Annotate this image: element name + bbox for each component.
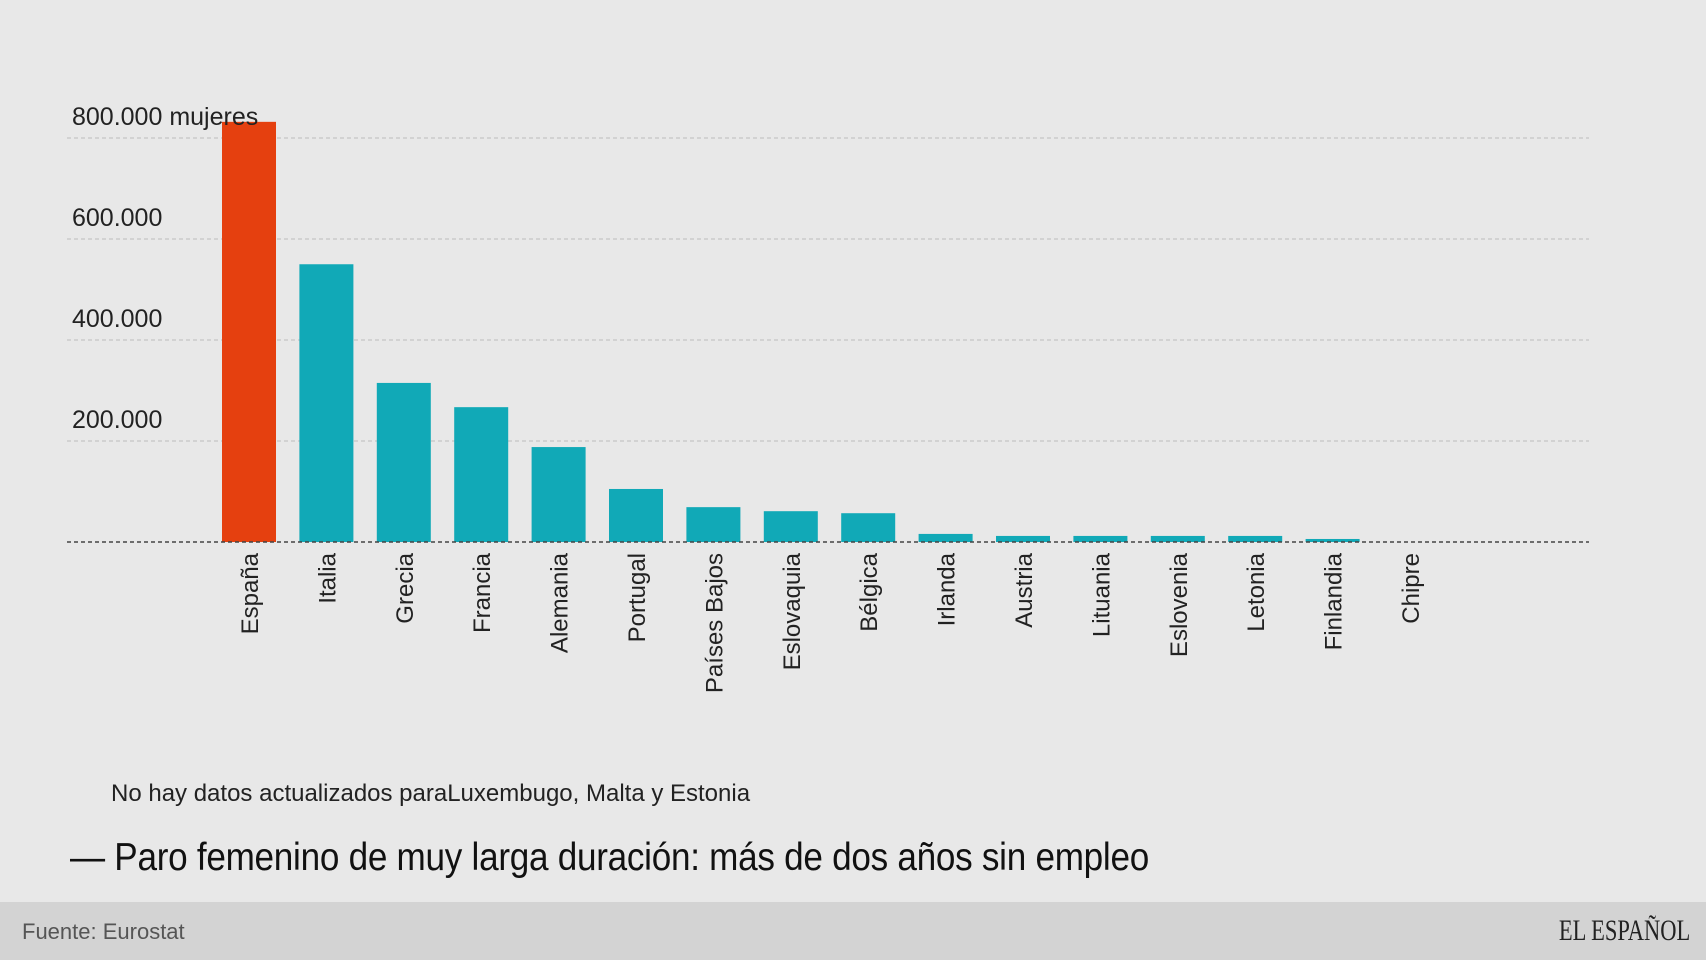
x-tick-label: España xyxy=(237,552,264,634)
y-tick-label: 400.000 xyxy=(72,305,162,333)
bar-irlanda xyxy=(918,533,973,542)
x-tick-label: Irlanda xyxy=(934,552,961,626)
bar-alemania xyxy=(531,447,586,542)
x-tick-label: Chipre xyxy=(1398,553,1425,624)
x-tick-label: Alemania xyxy=(547,552,574,653)
el-espanol-logo[interactable]: EL ESPAÑOL xyxy=(1558,914,1690,947)
x-tick-label: Finlandia xyxy=(1321,552,1348,650)
x-tick-label: Bélgica xyxy=(856,552,883,631)
y-tick-label: 600.000 xyxy=(72,204,162,232)
chart-title: — Paro femenino de muy larga duración: m… xyxy=(70,836,1149,879)
bar-finlandia xyxy=(1305,538,1360,542)
source-label: Fuente: Eurostat xyxy=(22,919,185,944)
bar-países-bajos xyxy=(686,507,741,542)
bar-italia xyxy=(299,264,354,542)
bar-lituania xyxy=(1073,535,1128,542)
x-tick-label: Grecia xyxy=(392,552,419,623)
y-tick-label: 800.000 mujeres xyxy=(72,103,258,131)
x-tick-label: Países Bajos xyxy=(701,553,728,693)
bar-grecia xyxy=(376,382,431,542)
x-tick-label: Austria xyxy=(1011,552,1038,627)
x-tick-label: Letonia xyxy=(1243,552,1270,631)
x-tick-label: Italia xyxy=(314,552,341,603)
x-tick-label: Portugal xyxy=(624,553,651,642)
x-tick-label: Francia xyxy=(469,552,496,633)
chart-note: No hay datos actualizados paraLuxembugo,… xyxy=(111,780,751,807)
footer: Fuente: Eurostat EL ESPAÑOL xyxy=(0,902,1706,960)
bar-letonia xyxy=(1228,535,1283,542)
bar-austria xyxy=(996,535,1050,542)
y-tick-label: 200.000 xyxy=(72,406,162,434)
bar-portugal xyxy=(609,488,663,542)
bar-bélgica xyxy=(841,513,896,542)
x-tick-label: Eslovaquia xyxy=(779,552,806,670)
x-tick-label: Eslovenia xyxy=(1166,552,1193,657)
bar-eslovaquia xyxy=(763,511,818,542)
bar-españa xyxy=(222,121,276,542)
bar-francia xyxy=(454,407,509,542)
bar-chart: España Italia Grecia Francia Alemania Portuga… xyxy=(67,103,1589,693)
x-tick-label: Lituania xyxy=(1088,552,1115,637)
bar-eslovenia xyxy=(1150,535,1205,542)
